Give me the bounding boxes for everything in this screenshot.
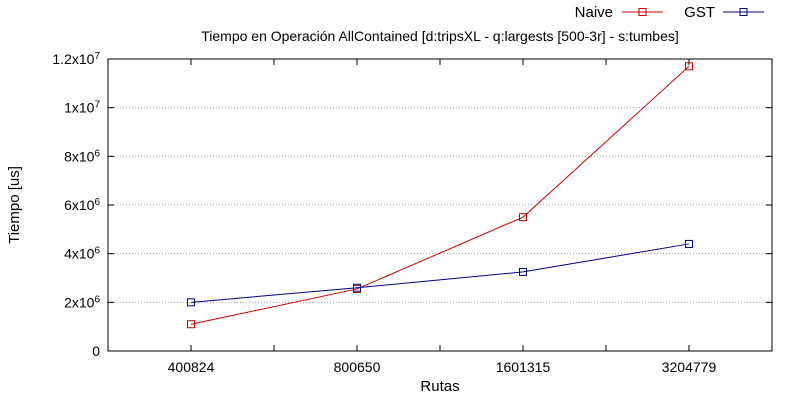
x-tick-label: 1601315: [496, 359, 551, 375]
y-tick-label: 8x106: [64, 148, 100, 165]
data-point-gst: [685, 239, 693, 248]
x-tick-label: 3204779: [662, 359, 717, 375]
grid-lines: [108, 107, 772, 303]
x-tick-labels: 400824 800650 1601315 3204779: [168, 359, 717, 375]
legend: Naive GST: [575, 4, 764, 21]
series-line-gst: [190, 243, 690, 303]
data-point-naive: [685, 62, 693, 71]
legend-marker-gst: [739, 8, 748, 16]
data-point-naive: [187, 320, 195, 329]
y-tick-labels: 0 2x106 4x106 6x106 8x106 1x107 1.2x107: [52, 51, 100, 360]
data-point-gst: [519, 267, 527, 276]
y-tick-label: 0: [92, 343, 100, 359]
plot-border: [107, 58, 773, 352]
legend-label-gst: GST: [684, 4, 715, 21]
x-tick-label: 800650: [334, 359, 381, 375]
data-point-gst: [187, 298, 195, 307]
series-line-naive: [190, 65, 690, 325]
legend-marker-naive: [638, 8, 647, 16]
y-tick-label: 2x106: [64, 294, 100, 311]
axes: [107, 58, 773, 352]
y-axis-label: Tiempo [us]: [6, 166, 23, 244]
series-lines: [187, 62, 693, 329]
x-tick-label: 400824: [168, 359, 215, 375]
legend-label-naive: Naive: [575, 4, 613, 21]
y-tick-label: 1x107: [64, 99, 100, 116]
y-tick-label: 4x106: [64, 245, 100, 262]
y-tick-label: 6x106: [64, 197, 100, 214]
x-axis-label: Rutas: [420, 378, 459, 395]
data-point-naive: [519, 213, 527, 222]
y-tick-label: 1.2x107: [52, 51, 100, 68]
data-point-gst: [353, 283, 361, 292]
chart-title: Tiempo en Operación AllContained [d:trip…: [201, 28, 679, 44]
